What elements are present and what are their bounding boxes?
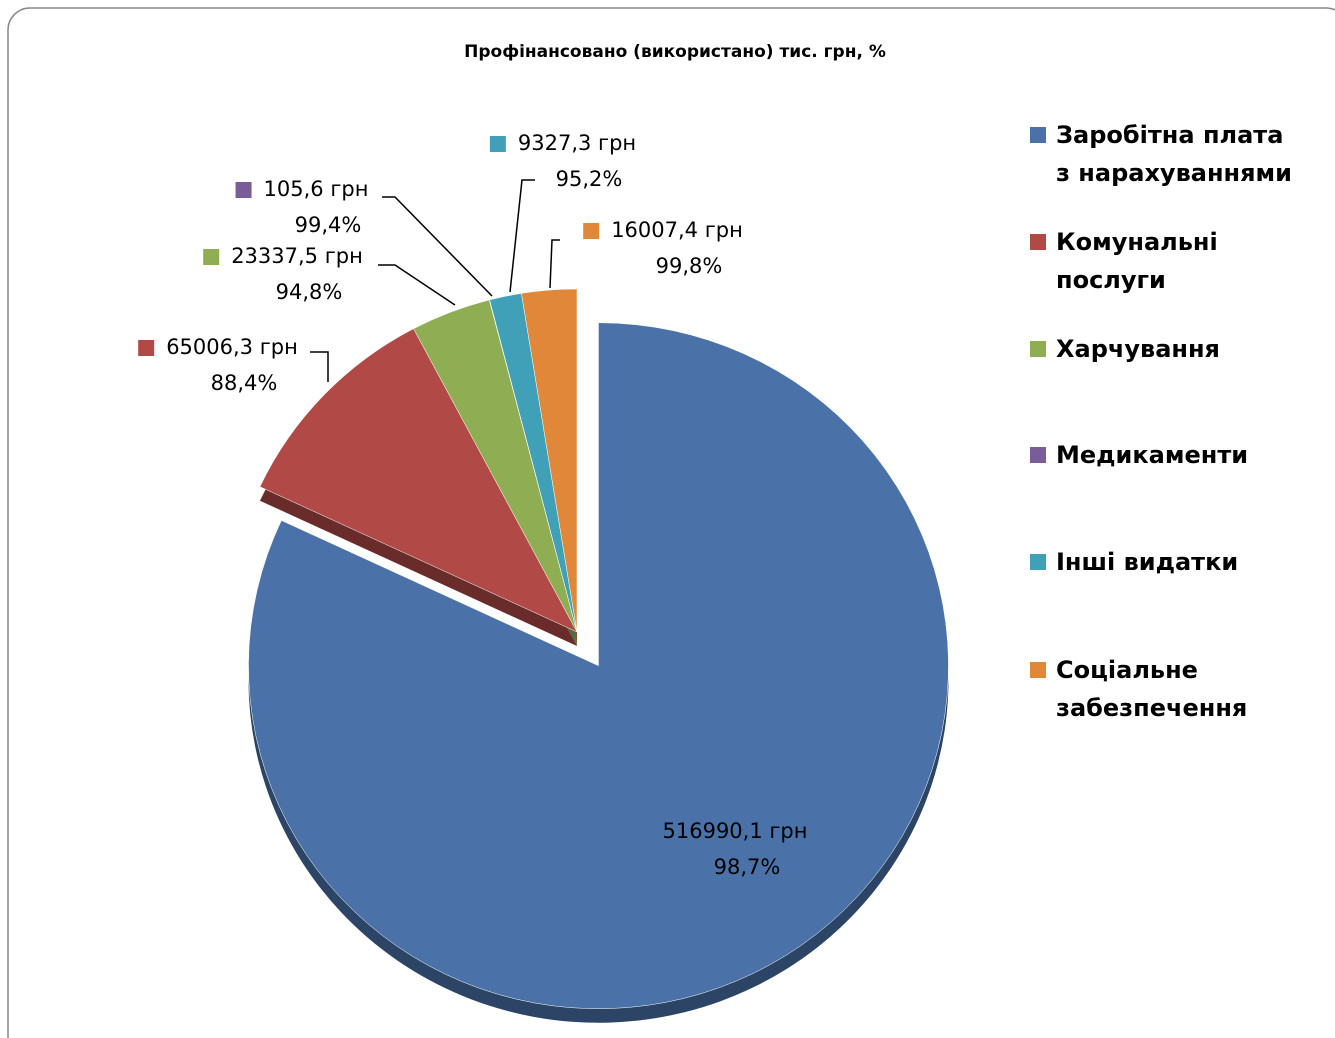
slice — [248, 322, 949, 1009]
label-key — [203, 249, 220, 265]
label-key — [138, 340, 155, 356]
legend-label: Харчування — [1056, 335, 1220, 363]
legend-entry: Харчування — [1030, 330, 1300, 368]
legend-entry: Медикаменти — [1030, 436, 1300, 474]
slice — [259, 328, 578, 633]
label-key — [235, 182, 252, 198]
slice — [521, 288, 578, 633]
data-label-percent: 99,8% — [656, 254, 723, 278]
legend-label: Інші видатки — [1056, 548, 1239, 576]
legend-swatch — [1030, 234, 1046, 250]
data-label: 516990,1 грн — [663, 819, 808, 843]
leader-line — [509, 179, 535, 293]
legend-swatch — [1030, 341, 1046, 357]
chart-title: Профінансовано (використано) тис. грн, % — [464, 42, 886, 62]
legend-label: Соціальне забезпечення — [1056, 656, 1248, 722]
legend-label: Комунальні послуги — [1056, 228, 1218, 294]
legend-swatch — [1030, 447, 1046, 463]
legend-swatch — [1030, 554, 1046, 570]
data-label-percent: 95,2% — [556, 167, 623, 191]
label-key — [583, 223, 600, 239]
legend-entry: Заробітна плата з нарахуваннями — [1030, 116, 1300, 192]
legend-swatch — [1030, 127, 1046, 143]
data-label: 23337,5 грн — [231, 244, 363, 268]
legend-entry: Соціальне забезпечення — [1030, 651, 1300, 727]
data-label-percent: 94,8% — [276, 280, 343, 304]
data-label: 9327,3 грн — [518, 131, 636, 155]
data-label-percent: 98,7% — [714, 855, 781, 879]
leader-line — [382, 196, 493, 297]
data-label: 105,6 грн — [264, 177, 369, 201]
legend-label: Медикаменти — [1056, 441, 1249, 469]
data-label-percent: 99,4% — [295, 213, 362, 237]
leader-line — [310, 351, 329, 382]
legend-entry: Інші видатки — [1030, 543, 1300, 581]
data-label-percent: 88,4% — [211, 371, 278, 395]
leader-line — [549, 239, 560, 289]
label-key — [489, 136, 506, 152]
legend-swatch — [1030, 662, 1046, 678]
legend-entry: Комунальні послуги — [1030, 223, 1300, 299]
legend-label: Заробітна плата з нарахуваннями — [1056, 121, 1292, 187]
leader-line — [378, 264, 456, 306]
data-label: 16007,4 грн — [611, 218, 743, 242]
data-label: 65006,3 грн — [166, 335, 298, 359]
